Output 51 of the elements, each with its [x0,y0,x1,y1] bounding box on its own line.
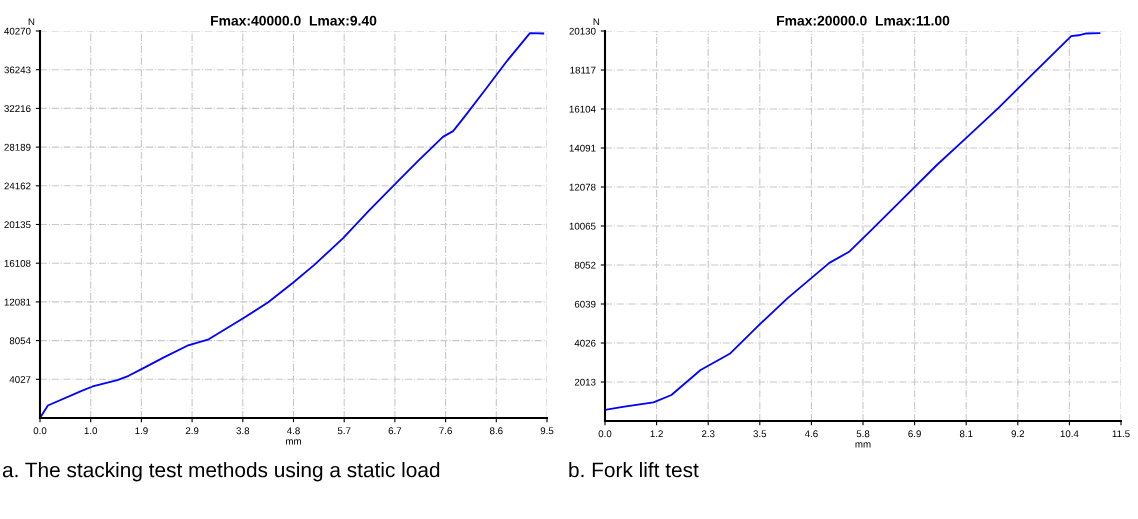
y-tick-label: 16108 [4,259,31,267]
y-tick-label: 14091 [569,144,596,152]
y-tick-label: 8054 [9,337,31,345]
x-axis-title: mm [286,439,301,445]
x-tick-label: 3.5 [753,430,767,438]
y-tick-label: 12078 [569,183,596,191]
y-tick-label: 40270 [4,27,31,35]
x-tick-label: 5.7 [337,427,351,435]
x-tick-label: 4.8 [286,427,300,435]
y-tick-label: 24162 [4,182,31,190]
x-tick-label: 9.2 [1011,430,1025,438]
x-tick-label: 7.6 [439,427,452,435]
y-tick-label: 36243 [4,66,31,74]
y-tick-label: 4026 [574,339,596,347]
y-tick-label: 28189 [4,143,31,151]
chart-title: Fmax:20000.0 Lmax:11.00 [777,15,950,26]
y-axis-title: N [593,18,600,26]
line-series [605,32,1101,411]
y-tick-label: 4027 [9,376,31,383]
x-tick-label: 1.2 [650,430,663,438]
x-tick-label: 6.9 [908,430,921,438]
y-tick-label: 10065 [569,222,596,230]
x-tick-label: 6.7 [388,427,402,435]
x-tick-label: 2.3 [701,430,715,438]
y-tick-label: 20130 [569,27,596,35]
x-tick-label: 5.8 [856,430,870,438]
x-tick-label: 8.6 [489,427,503,435]
y-tick-label: 8052 [574,261,596,269]
y-tick-label: 16104 [569,105,596,113]
x-tick-label: 1.9 [135,427,148,435]
x-tick-label: 10.4 [1060,430,1079,438]
y-axis-title: N [28,18,35,26]
x-tick-label: 0.0 [598,430,612,438]
y-tick-label: 32216 [4,105,31,113]
text: b. Fork lift test [569,462,699,478]
x-tick-label: 4.6 [804,430,818,438]
y-tick-label: 6039 [574,300,596,308]
x-tick-label: 11.5 [1112,430,1130,438]
chart-title: Fmax:40000.0 Lmax:9.40 [211,15,377,26]
y-tick-label: 20135 [4,221,31,229]
x-tick-label: 1.0 [84,427,98,435]
y-tick-label: 12081 [4,298,31,306]
x-axis-title: mm [855,442,871,448]
x-tick-label: 3.8 [236,427,250,435]
x-tick-label: 9.5 [540,427,554,435]
x-tick-label: 2.9 [185,427,199,435]
x-tick-label: 0.0 [33,427,47,435]
text: a. The stacking test methods using a static load [2,462,440,482]
y-tick-label: 2013 [574,378,596,386]
x-tick-label: 8.1 [959,430,973,438]
y-tick-label: 18117 [570,66,596,74]
